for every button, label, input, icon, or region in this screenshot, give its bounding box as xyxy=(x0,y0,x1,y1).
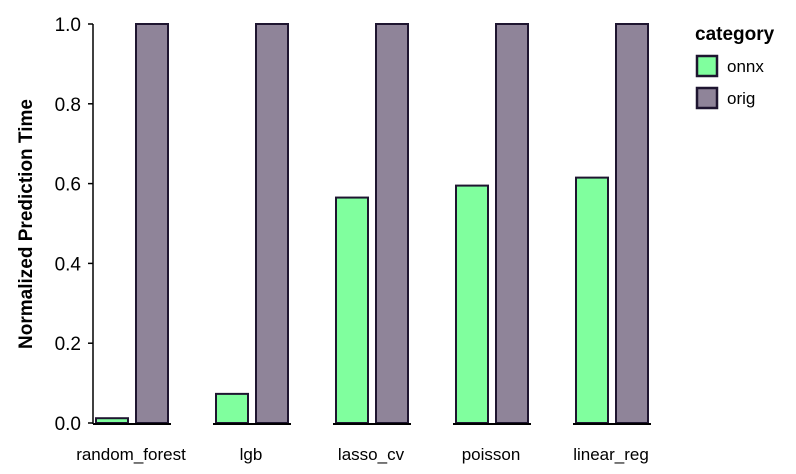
legend: category onnx orig xyxy=(695,24,775,110)
bar-onnx-random_forest xyxy=(95,417,129,425)
bar-onnx-lgb xyxy=(215,392,249,424)
bars xyxy=(95,23,649,425)
bar-onnx-poisson xyxy=(455,184,489,424)
x-tick-label: linear_reg xyxy=(573,445,649,464)
y-tick-label: 0.8 xyxy=(55,95,81,116)
legend-swatch-orig xyxy=(695,86,719,110)
y-tick-label: 1.0 xyxy=(55,15,81,36)
y-tick-label: 0.0 xyxy=(55,414,81,435)
y-tick-label: 0.4 xyxy=(55,254,82,275)
y-tick-label: 0.2 xyxy=(55,334,81,355)
bar-orig-lasso_cv xyxy=(375,23,409,424)
legend-title: category xyxy=(695,24,775,45)
x-axis: random_forest lgb lasso_cv poisson linear_re… xyxy=(76,423,651,464)
y-axis-title: Normalized Prediction Time xyxy=(16,99,37,349)
legend-swatch-onnx xyxy=(695,54,719,78)
legend-label-orig: orig xyxy=(727,89,755,108)
bar-orig-linear_reg xyxy=(615,23,649,424)
bar-onnx-linear_reg xyxy=(575,176,609,424)
bar-orig-random_forest xyxy=(135,23,169,424)
bar-orig-lgb xyxy=(255,23,289,424)
y-axis: 0.0 0.2 0.4 0.6 0.8 1.0 xyxy=(55,15,94,435)
bar-orig-poisson xyxy=(495,23,529,424)
y-tick-label: 0.6 xyxy=(55,175,81,196)
x-tick-label: random_forest xyxy=(76,445,186,464)
x-tick-label: lasso_cv xyxy=(338,445,405,464)
x-tick-label: lgb xyxy=(240,445,263,464)
bar-onnx-lasso_cv xyxy=(335,196,369,424)
x-tick-label: poisson xyxy=(462,445,521,464)
legend-label-onnx: onnx xyxy=(727,57,764,76)
